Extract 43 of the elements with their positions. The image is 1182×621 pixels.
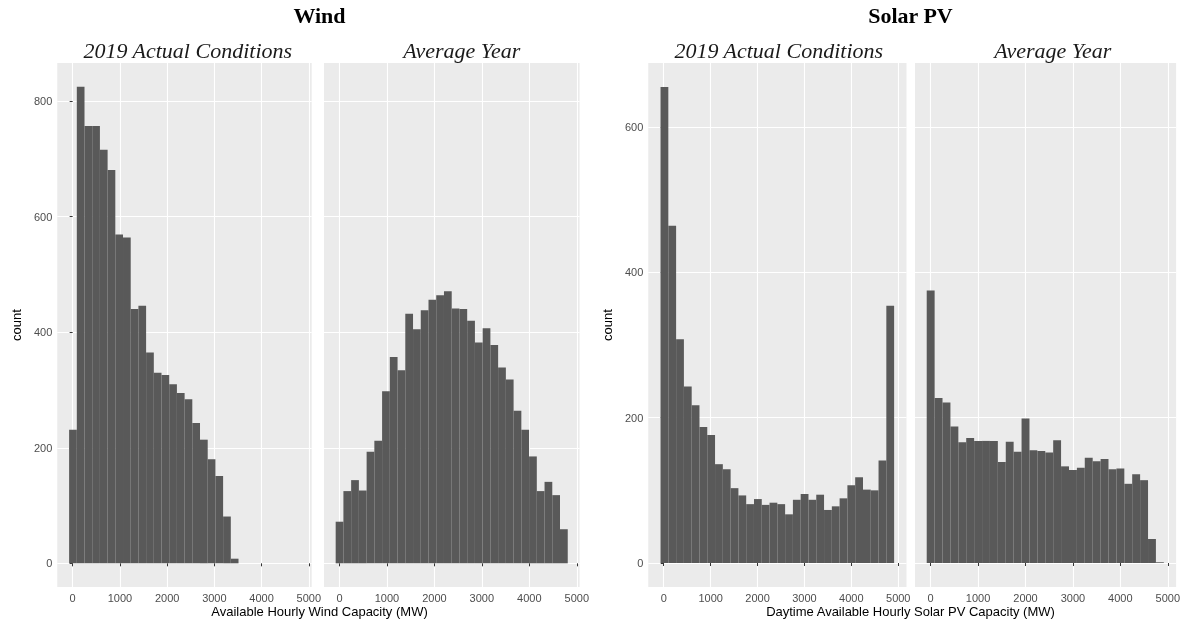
chart-title: Wind <box>292 3 347 29</box>
chart-subtitle: 2019 Actual Conditions <box>674 37 884 63</box>
x-tick-label: 4000 <box>516 591 542 604</box>
x-tick-label: 0 <box>335 591 343 604</box>
x-tick-label: 0 <box>660 591 667 604</box>
x-tick-label: 1000 <box>374 591 399 604</box>
y-tick-label: 200 <box>624 411 644 424</box>
y-tick-label: 400 <box>624 266 644 279</box>
chart-subtitle: 2019 Actual Conditions <box>83 37 293 63</box>
y-tick-label: 0 <box>637 557 644 570</box>
y-tick-label: 800 <box>33 95 53 108</box>
x-tick-label: 1000 <box>698 591 723 604</box>
x-tick-label: 3000 <box>1060 591 1085 604</box>
y-tick-label: 600 <box>624 120 644 133</box>
x-tick-label: 2000 <box>154 591 180 604</box>
y-axis-title: count <box>600 308 615 341</box>
x-tick-label: 0 <box>69 591 76 604</box>
x-tick-label: 4000 <box>839 591 864 604</box>
x-tick-label: 3000 <box>469 591 494 604</box>
x-tick-label: 4000 <box>249 591 274 604</box>
x-tick-label: 0 <box>927 591 934 604</box>
chart-subtitle: Average Year <box>991 37 1112 63</box>
y-axis-title: count <box>9 308 24 341</box>
x-tick-label: 3000 <box>792 591 817 604</box>
x-axis-title: Available Hourly Wind Capacity (MW) <box>210 604 429 619</box>
y-tick-label: 400 <box>33 326 53 339</box>
x-tick-label: 2000 <box>1012 591 1038 604</box>
x-tick-label: 5000 <box>296 591 322 604</box>
x-tick-label: 2000 <box>745 591 770 604</box>
x-tick-label: 5000 <box>564 591 589 604</box>
x-tick-label: 5000 <box>1155 591 1180 604</box>
chart-title: Solar PV <box>867 3 954 29</box>
y-tick-label: 200 <box>33 441 53 454</box>
y-tick-label: 0 <box>46 557 53 570</box>
x-tick-label: 5000 <box>886 591 911 604</box>
chart-subtitle: Average Year <box>400 37 521 63</box>
x-tick-label: 3000 <box>202 591 227 604</box>
x-tick-label: 1000 <box>965 591 990 604</box>
x-tick-label: 2000 <box>421 591 447 604</box>
y-tick-label: 600 <box>33 210 53 223</box>
x-axis-title: Daytime Available Hourly Solar PV Capacity (MW) <box>765 604 1056 619</box>
x-tick-label: 4000 <box>1107 591 1133 604</box>
x-tick-label: 1000 <box>107 591 133 604</box>
